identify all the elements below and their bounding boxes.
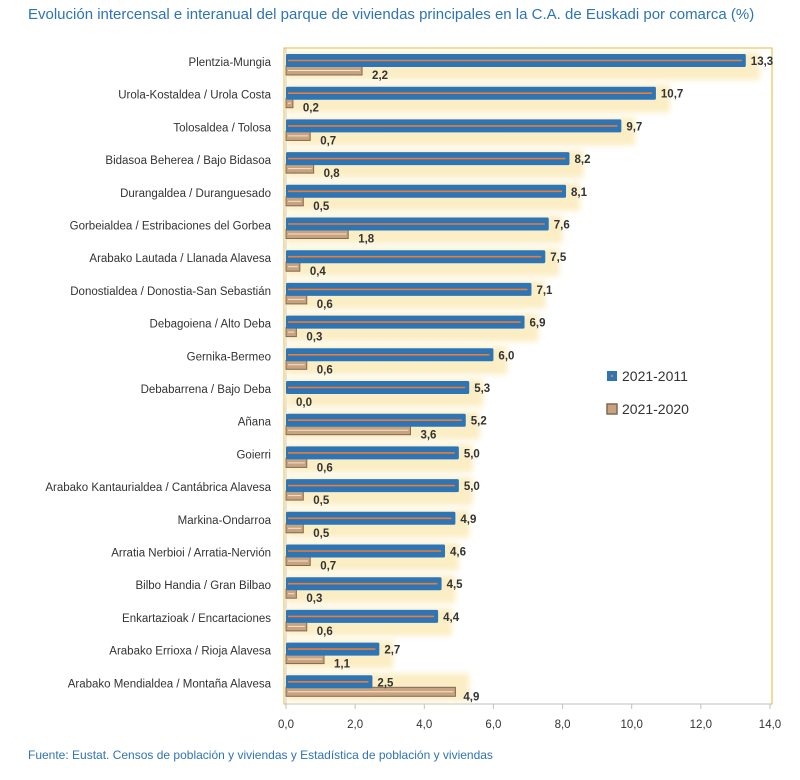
data-label-2021-2020: 1,1 <box>334 659 351 671</box>
data-label-2021-2011: 7,5 <box>550 252 567 264</box>
category-label: Gorbeialdea / Estribaciones del Gorbea <box>70 221 272 233</box>
legend-swatch-2021-2011-dot <box>610 374 614 378</box>
x-tick-label: 6,0 <box>485 719 501 731</box>
x-tick-label: 12,0 <box>690 719 712 731</box>
x-tick-label: 2,0 <box>347 719 363 731</box>
data-label-2021-2020: 0,5 <box>313 201 330 213</box>
data-label-2021-2011: 8,1 <box>571 187 588 199</box>
data-label-2021-2020: 0,4 <box>310 266 327 278</box>
data-label-2021-2011: 4,9 <box>460 514 476 526</box>
legend-label-2021-2020: 2021-2020 <box>622 401 689 417</box>
data-label-2021-2020: 0,5 <box>313 528 330 540</box>
x-tick-label: 10,0 <box>621 719 643 731</box>
data-label-2021-2011: 2,7 <box>384 645 400 657</box>
x-axis: 0,0 2,0 4,0 6,0 8,0 10,0 12,0 14,0 <box>278 48 781 731</box>
category-label: Debagoiena / Alto Deba <box>150 319 272 331</box>
category-label: Debabarrena / Bajo Deba <box>141 384 272 396</box>
data-label-2021-2020: 1,8 <box>358 234 375 246</box>
category-label: Arabako Mendialdea / Montaña Alavesa <box>68 678 272 690</box>
category-label: Goierri <box>236 449 271 461</box>
category-label: Bidasoa Beherea / Bajo Bidasoa <box>105 155 271 167</box>
data-label-2021-2020: 0,6 <box>317 626 333 638</box>
data-label-2021-2011: 4,6 <box>450 547 466 559</box>
category-label: Urola-Kostaldea / Urola Costa <box>118 90 271 102</box>
data-label-2021-2011: 5,0 <box>464 481 480 493</box>
data-label-2021-2011: 2,5 <box>377 677 394 689</box>
category-label: Enkartazioak / Encartaciones <box>122 613 271 625</box>
data-label-2021-2011: 9,7 <box>626 121 642 133</box>
data-label-2021-2020: 0,6 <box>317 364 333 376</box>
x-tick-label: 8,0 <box>555 719 571 731</box>
bars-group: 13,3 2,2 10,7 0,2 9,7 0,7 8,2 0,8 8,1 0,5 7,6 1,8 7,… <box>285 52 773 703</box>
source-note: Fuente: Eustat. Censos de población y vi… <box>28 748 493 762</box>
data-label-2021-2020: 0,3 <box>306 593 322 605</box>
data-label-2021-2011: 7,1 <box>536 285 553 297</box>
category-label: Arabako Errioxa / Rioja Alavesa <box>109 646 271 658</box>
category-labels: Plentzia-Mungia Urola-Kostaldea / Urola C… <box>45 57 271 690</box>
category-label: Bilbo Handia / Gran Bilbao <box>135 580 271 592</box>
data-label-2021-2020: 0,7 <box>320 135 336 147</box>
data-label-2021-2011: 10,7 <box>661 89 683 101</box>
legend-swatch-2021-2020 <box>606 403 618 415</box>
data-label-2021-2011: 6,0 <box>498 350 514 362</box>
data-label-2021-2020: 0,5 <box>313 495 330 507</box>
data-label-2021-2011: 6,9 <box>530 318 546 330</box>
legend-label-2021-2011: 2021-2011 <box>622 368 688 384</box>
category-label: Arratia Nerbioi / Arratia-Nervión <box>111 548 271 560</box>
chart-title: Evolución intercensal e interanual del p… <box>28 6 755 23</box>
data-label-2021-2011: 4,4 <box>443 612 460 624</box>
data-label-2021-2020: 3,6 <box>420 430 436 442</box>
data-label-2021-2011: 13,3 <box>751 56 773 68</box>
data-label-2021-2020: 0,6 <box>317 299 333 311</box>
plot-area <box>283 47 773 705</box>
data-label-2021-2020: 0,0 <box>296 397 312 409</box>
category-label: Tolosaldea / Tolosa <box>173 122 271 134</box>
x-tick-label: 0,0 <box>278 719 294 731</box>
data-label-2021-2011: 5,0 <box>464 448 480 460</box>
category-label: Arabako Kantaurialdea / Cantábrica Alave… <box>45 482 271 494</box>
x-tick-label: 14,0 <box>759 719 781 731</box>
data-label-2021-2011: 7,6 <box>554 220 570 232</box>
category-label: Gernika-Bermeo <box>187 351 271 363</box>
data-label-2021-2011: 5,3 <box>474 383 490 395</box>
data-label-2021-2020: 0,8 <box>324 168 341 180</box>
category-label: Durangaldea / Duranguesado <box>120 188 271 200</box>
data-label-2021-2020: 0,6 <box>317 462 333 474</box>
category-label: Donostialdea / Donostia-San Sebastián <box>70 286 271 298</box>
category-label: Plentzia-Mungia <box>189 57 272 69</box>
data-label-2021-2020: 0,3 <box>306 332 322 344</box>
category-label: Arabako Lautada / Llanada Alavesa <box>89 253 271 265</box>
data-label-2021-2011: 4,5 <box>447 579 464 591</box>
category-label: Añana <box>238 417 272 429</box>
data-label-2021-2020: 0,2 <box>303 103 319 115</box>
category-label: Markina-Ondarroa <box>178 515 272 527</box>
data-label-2021-2020: 4,9 <box>463 691 479 703</box>
legend: 2021-2011 2021-2020 <box>606 368 689 417</box>
data-label-2021-2011: 8,2 <box>574 154 590 166</box>
x-tick-label: 4,0 <box>416 719 432 731</box>
data-label-2021-2011: 5,2 <box>471 416 487 428</box>
data-label-2021-2020: 0,7 <box>320 561 336 573</box>
data-label-2021-2020: 2,2 <box>372 70 388 82</box>
